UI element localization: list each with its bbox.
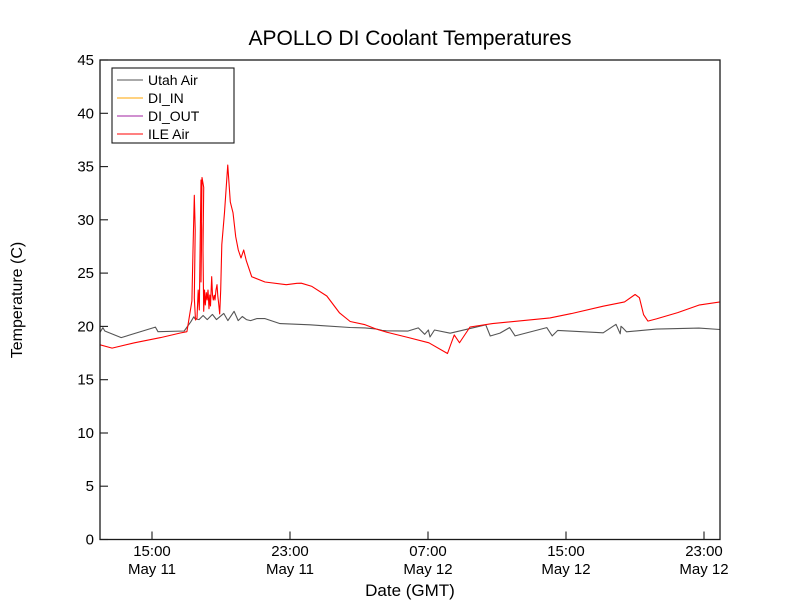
svg-text:30: 30 bbox=[77, 212, 94, 229]
svg-text:35: 35 bbox=[77, 159, 94, 176]
svg-text:5: 5 bbox=[86, 478, 94, 495]
svg-text:Utah Air: Utah Air bbox=[148, 72, 198, 88]
svg-text:ILE Air: ILE Air bbox=[148, 126, 190, 142]
svg-text:40: 40 bbox=[77, 105, 94, 122]
svg-text:15:00: 15:00 bbox=[547, 543, 585, 560]
svg-text:DI_OUT: DI_OUT bbox=[148, 108, 200, 124]
svg-text:23:00: 23:00 bbox=[271, 543, 309, 560]
svg-text:25: 25 bbox=[77, 265, 94, 282]
svg-text:15:00: 15:00 bbox=[133, 543, 171, 560]
svg-text:Date (GMT): Date (GMT) bbox=[365, 581, 455, 600]
svg-text:20: 20 bbox=[77, 318, 94, 335]
svg-text:45: 45 bbox=[77, 52, 94, 69]
svg-text:23:00: 23:00 bbox=[685, 543, 723, 560]
svg-text:07:00: 07:00 bbox=[409, 543, 447, 560]
svg-text:DI_IN: DI_IN bbox=[148, 90, 184, 106]
svg-text:APOLLO DI Coolant Temperatures: APOLLO DI Coolant Temperatures bbox=[249, 27, 572, 50]
svg-text:May 12: May 12 bbox=[679, 561, 728, 578]
svg-text:10: 10 bbox=[77, 425, 94, 442]
svg-text:May 11: May 11 bbox=[266, 561, 314, 578]
svg-text:May 11: May 11 bbox=[128, 561, 176, 578]
svg-text:15: 15 bbox=[77, 372, 94, 389]
svg-text:May 12: May 12 bbox=[541, 561, 590, 578]
svg-text:May 12: May 12 bbox=[403, 561, 452, 578]
svg-text:0: 0 bbox=[86, 532, 94, 549]
svg-text:Temperature (C): Temperature (C) bbox=[9, 242, 26, 358]
